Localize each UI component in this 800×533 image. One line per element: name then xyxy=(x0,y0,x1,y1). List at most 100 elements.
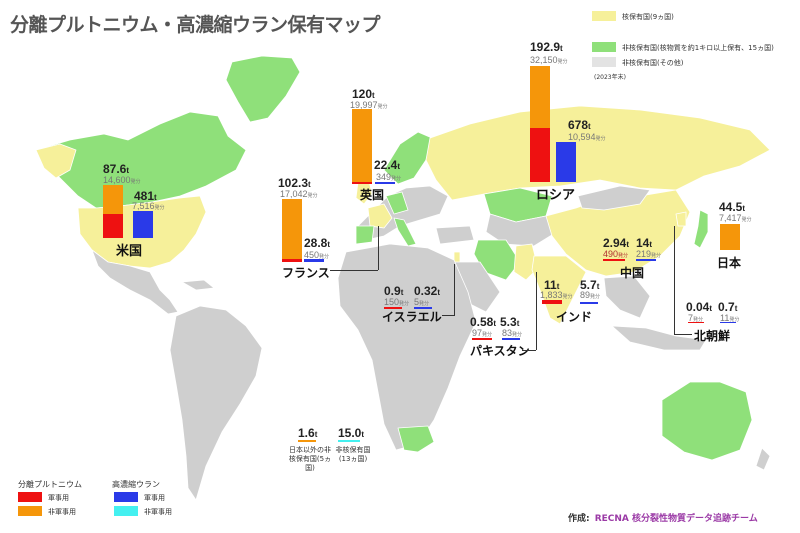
usa-heu-amount: 481t xyxy=(134,189,157,203)
israel-pu-military-bar xyxy=(384,307,402,309)
others-pu-amount: 1.6t xyxy=(298,426,318,440)
legend-heu-military-label: 軍事用 xyxy=(144,494,165,502)
india-heu-warheads: 89発分 xyxy=(580,290,601,300)
legend-pu-civil-label: 非軍事用 xyxy=(48,508,76,516)
north-korea-heu-amount: 0.7t xyxy=(718,300,738,314)
japan-label: 日本 xyxy=(717,256,742,270)
israel-heu-warheads: 5発分 xyxy=(414,297,430,307)
usa-pu-warheads: 14,600発分 xyxy=(103,175,141,185)
china-label: 中国 xyxy=(620,266,645,280)
spain xyxy=(355,225,375,245)
central-asia xyxy=(485,213,561,247)
france-heu-warheads: 450発分 xyxy=(304,250,330,260)
usa-pu-military-bar xyxy=(103,214,123,238)
russia-pu-warheads: 32,150発分 xyxy=(530,55,568,65)
legend-pu-military-label: 軍事用 xyxy=(48,494,69,502)
credit: 作成: RECNA 核分裂性物質データ追跡チーム xyxy=(568,506,758,525)
france-leader-v xyxy=(378,226,379,270)
india-label: インド xyxy=(556,310,593,324)
israel-pu-warheads: 150発分 xyxy=(384,297,410,307)
pakistan-leader-v xyxy=(536,272,537,350)
pakistan-pu-warheads: 97発分 xyxy=(472,328,493,338)
france-label: フランス xyxy=(282,266,330,280)
north-korea-heu-military-bar xyxy=(720,322,736,323)
uk-heu-warheads: 349発分 xyxy=(376,172,402,182)
israel-leader-v xyxy=(454,264,455,316)
legend-label-nuclear: 核保有国(9ヵ国) xyxy=(622,13,674,21)
france-heu-military-bar xyxy=(304,259,324,262)
mexico xyxy=(91,249,179,315)
uk-pu-amount: 120t xyxy=(352,87,375,101)
usa-pu-amount: 87.6t xyxy=(103,162,130,176)
israel-heu-military-bar xyxy=(414,307,432,309)
japan-pu-warheads: 7,417発分 xyxy=(719,213,752,223)
usa-label: 米国 xyxy=(116,244,143,259)
page-title: 分離プルトニウム・高濃縮ウラン保有マップ xyxy=(10,14,381,36)
new-zealand xyxy=(755,447,771,471)
legend-swatch-nuclear xyxy=(592,11,616,21)
russia-heu-warheads: 10,594発分 xyxy=(568,132,606,142)
india-pu-warheads: 1,833発分 xyxy=(540,290,573,300)
uk-label: 英国 xyxy=(360,188,385,202)
others-heu-civil-bar xyxy=(338,440,360,442)
legend-pu-civil-swatch xyxy=(18,506,42,516)
russia-heu-military-bar xyxy=(556,142,576,182)
japan-pu-amount: 44.5t xyxy=(719,200,746,214)
pakistan-pu-amount: 0.58t xyxy=(470,315,497,329)
china-heu-military-bar xyxy=(636,259,656,261)
italy xyxy=(393,217,417,247)
france-pu-warheads: 17,042発分 xyxy=(280,189,318,199)
pakistan-pu-military-bar xyxy=(472,338,492,340)
india-pu-military-bar xyxy=(542,300,562,304)
australia xyxy=(661,381,753,461)
usa-heu-military-bar xyxy=(133,211,153,238)
south-america xyxy=(169,305,263,501)
japan xyxy=(693,209,709,249)
uk-heu-amount: 22.4t xyxy=(374,158,401,172)
india xyxy=(531,255,587,325)
mongolia xyxy=(577,185,651,211)
legend-pu-military-swatch xyxy=(18,492,42,502)
legend-heu-civil-label: 非軍事用 xyxy=(144,508,172,516)
israel-pu-amount: 0.9t xyxy=(384,284,404,298)
legend-pu-title: 分離プルトニウム xyxy=(18,480,82,489)
indonesia xyxy=(611,325,707,351)
china-pu-amount: 2.94t xyxy=(603,236,630,250)
pakistan-heu-military-bar xyxy=(502,338,520,340)
china-heu-warheads: 219発分 xyxy=(636,249,662,259)
japan-pu-civil-bar xyxy=(720,224,740,250)
legend-date-note: (2023年末) xyxy=(594,74,626,81)
israel-heu-amount: 0.32t xyxy=(414,284,441,298)
russia-heu-amount: 678t xyxy=(568,118,591,132)
india-heu-amount: 5.7t xyxy=(580,278,600,292)
russia-pu-amount: 192.9t xyxy=(530,40,563,54)
north-korea-pu-military-bar xyxy=(688,322,704,323)
africa xyxy=(337,243,477,451)
france-pu-amount: 102.3t xyxy=(278,176,311,190)
north-korea-pu-amount: 0.04t xyxy=(686,300,713,314)
france xyxy=(367,203,393,229)
others-pu-civil-bar xyxy=(298,440,316,442)
israel-label: イスラエル xyxy=(382,310,442,324)
uk-pu-warheads: 19,997発分 xyxy=(350,100,388,110)
legend-swatch-other xyxy=(592,57,616,67)
credit-label: 作成: xyxy=(568,514,590,524)
north-korea-label: 北朝鮮 xyxy=(694,329,731,343)
others-heu-caption: 非核保有国(13ヵ国) xyxy=(335,446,371,463)
north-korea-leader-v xyxy=(674,226,675,334)
germany-netherlands xyxy=(385,191,409,215)
uk-pu-military-bar xyxy=(352,182,372,184)
pakistan-heu-amount: 5.3t xyxy=(500,315,520,329)
legend-heu-civil-swatch xyxy=(114,506,138,516)
france-pu-military-bar xyxy=(282,259,302,262)
china-heu-amount: 14t xyxy=(636,236,653,250)
others-pu-caption: 日本以外の非核保有国(5ヵ国) xyxy=(288,446,332,472)
russia-pu-civil-bar xyxy=(530,66,550,128)
legend-heu-title: 高濃縮ウラン xyxy=(112,480,160,489)
caribbean xyxy=(181,279,215,291)
others-heu-amount: 15.0t xyxy=(338,426,365,440)
legend-swatch-non-nuclear-holder xyxy=(592,42,616,52)
north-korea xyxy=(675,211,687,227)
credit-org: RECNA 核分裂性物質データ追跡チーム xyxy=(594,514,758,524)
